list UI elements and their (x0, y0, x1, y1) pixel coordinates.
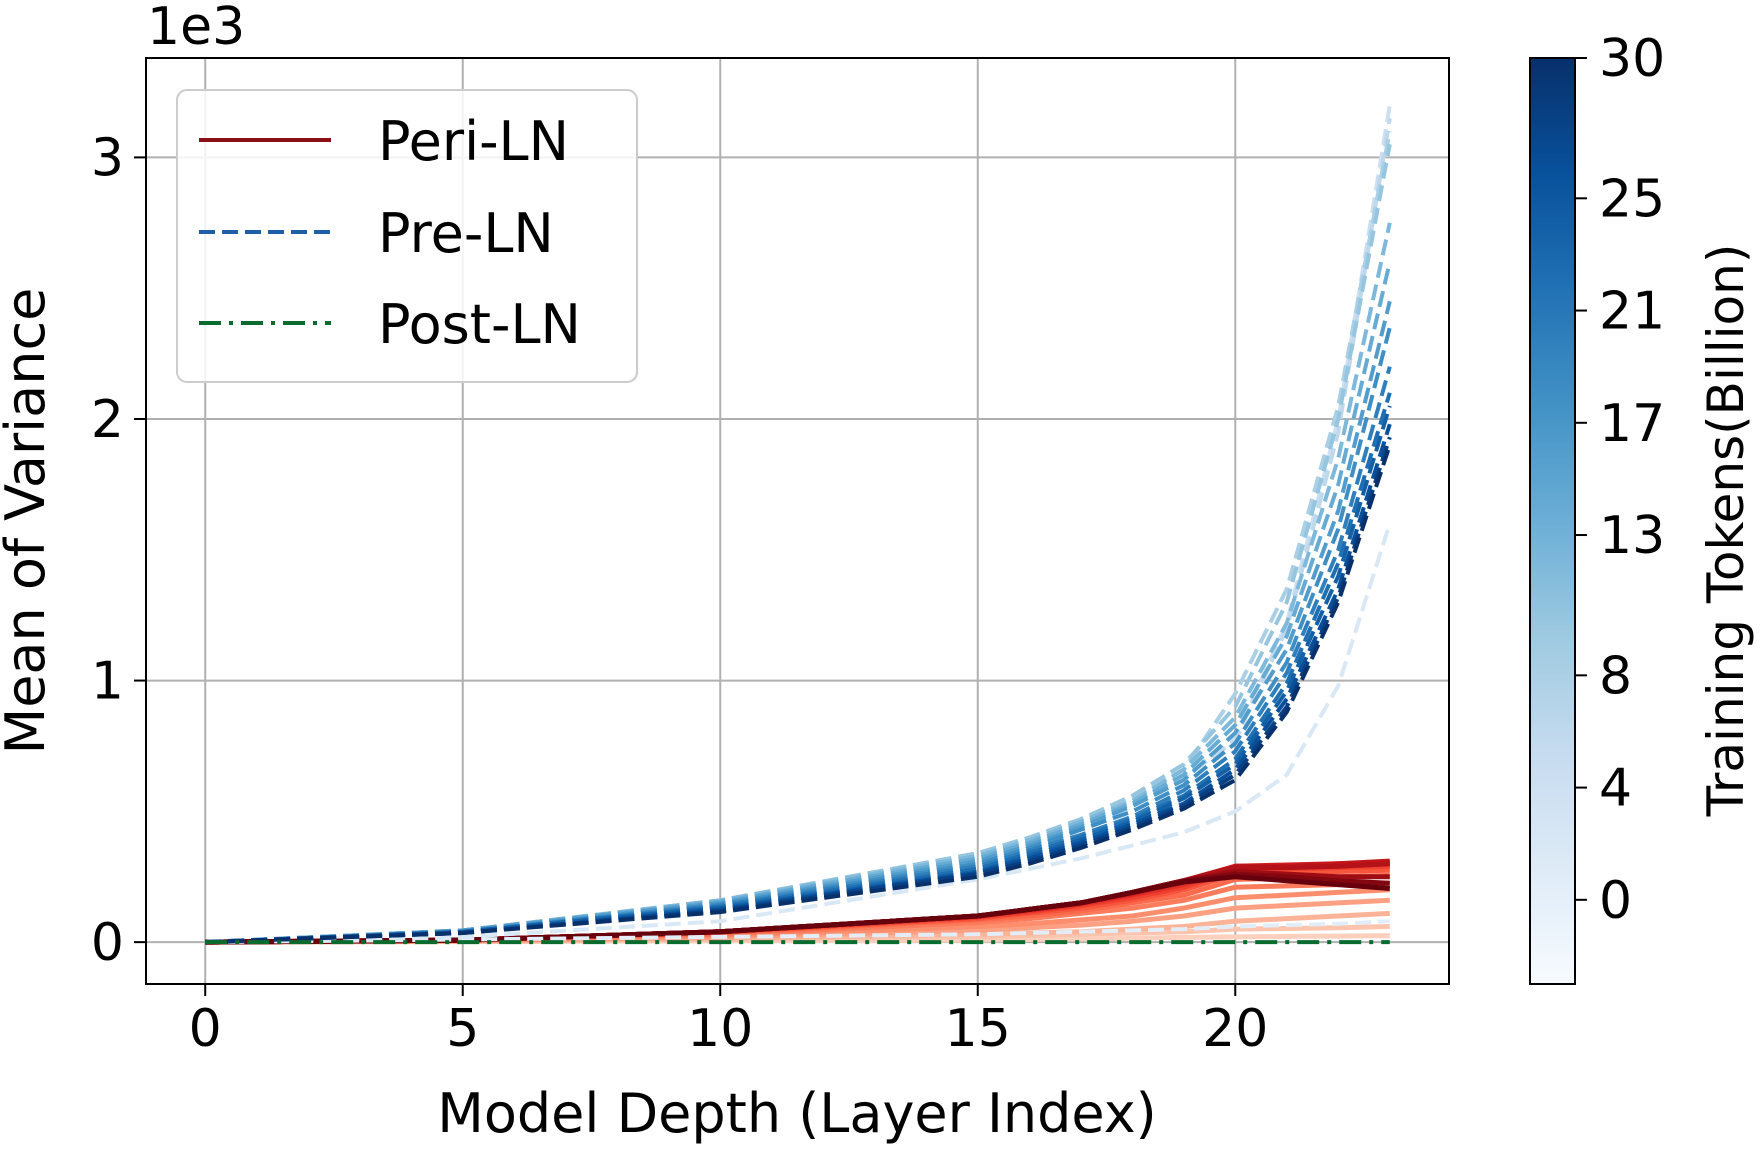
colorbar: 0 4 8 13 17 21 25 30 Training Tokens(Billion) (1529, 29, 1755, 985)
series-line-pre-ln (205, 522, 1392, 945)
series-line-pre-ln (205, 436, 1392, 945)
legend-label-peri-ln: Peri-LN (378, 110, 569, 173)
x-tick-label: 10 (687, 999, 753, 1059)
series-line-pre-ln (205, 405, 1392, 945)
x-tick-label: 0 (189, 999, 222, 1059)
y-axis-label: Mean of Variance (0, 288, 57, 755)
series-line-pre-ln (205, 392, 1392, 945)
colorbar-tick-label: 8 (1599, 646, 1632, 706)
series-line-pre-ln (205, 444, 1392, 945)
x-tick-label: 20 (1202, 999, 1268, 1059)
colorbar-tick-label: 21 (1599, 282, 1665, 342)
y-tick-label: 0 (91, 913, 124, 973)
legend-label-pre-ln: Pre-LN (378, 202, 554, 265)
legend-box (176, 89, 638, 383)
series-line-pre-ln (205, 300, 1392, 945)
colorbar-tick-label: 30 (1599, 29, 1665, 89)
colorbar-tick-label: 17 (1599, 394, 1665, 454)
series-line-pre-ln (205, 366, 1392, 945)
colorbar-bar (1529, 57, 1576, 985)
colorbar-tick-label: 25 (1599, 169, 1665, 229)
colorbar-tick-label: 0 (1599, 871, 1632, 931)
legend-label-post-ln: Post-LN (378, 293, 581, 356)
y-tick-label: 1 (91, 652, 124, 712)
x-tick-label: 15 (945, 999, 1011, 1059)
series-line-pre-ln (205, 919, 1390, 945)
series-line-peri-ln (205, 874, 1390, 945)
y-tick-label: 3 (91, 128, 124, 188)
x-axis-label: Model Depth (Layer Index) (437, 1082, 1156, 1145)
series-line-peri-ln (205, 887, 1390, 945)
y-axis-ticks: 0 1 2 3 (91, 128, 146, 973)
series-line-pre-ln (205, 423, 1392, 945)
colorbar-tick-label: 4 (1599, 759, 1632, 819)
y-tick-label: 2 (91, 390, 124, 450)
legend: Peri-LN Pre-LN Post-LN (176, 89, 638, 383)
series-layer (205, 104, 1392, 945)
x-tick-label: 5 (446, 999, 479, 1059)
x-axis-ticks: 0 5 10 15 20 (189, 984, 1268, 1059)
colorbar-label: Training Tokens(Billion) (1697, 244, 1755, 818)
y-multiplier-label: 1e3 (147, 0, 245, 57)
plot-frame (145, 57, 1450, 985)
colorbar-tick-label: 13 (1599, 506, 1665, 566)
colorbar-ticks: 0 4 8 13 17 21 25 30 (1575, 29, 1665, 931)
